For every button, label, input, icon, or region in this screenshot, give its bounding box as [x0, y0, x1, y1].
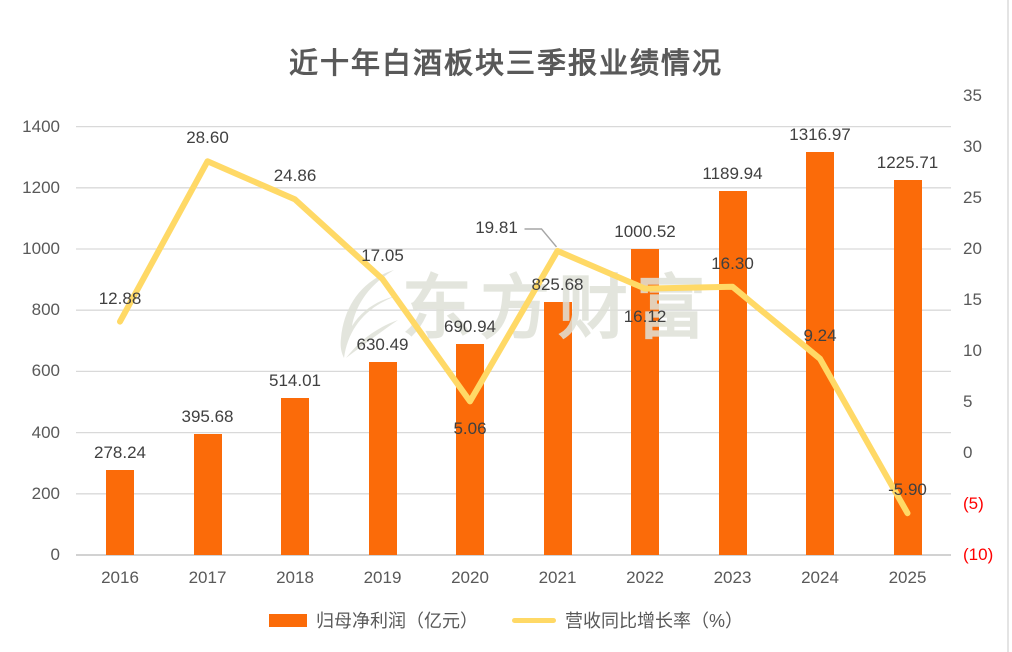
right-axis-tick-0: 0	[963, 443, 973, 462]
line-label-2019: 17.05	[361, 246, 404, 266]
bar-label-2018: 514.01	[269, 370, 321, 390]
left-axis-tick-1400: 1400	[22, 116, 60, 136]
right-axis-tick-35: 35	[963, 86, 982, 105]
left-axis-tick-1000: 1000	[22, 239, 60, 258]
right-axis-tick-15: 15	[963, 290, 982, 309]
legend: 归母净利润（亿元） 营收同比增长率（%）	[0, 607, 1012, 633]
x-axis-tick-2024: 2024	[801, 568, 839, 587]
bar-label-2021: 825.68	[531, 275, 584, 295]
callout-leader-line	[524, 228, 558, 248]
left-axis-tick-1200: 1200	[22, 177, 60, 197]
x-axis-tick-2025: 2025	[888, 568, 927, 587]
legend-item-revenue-growth: 营收同比增长率（%）	[511, 607, 743, 633]
right-axis-tick-25: 25	[963, 188, 982, 207]
right-axis-tick-5: 5	[963, 392, 973, 411]
bar-label-2023: 1189.94	[702, 163, 763, 183]
line-label-2021: 19.81	[475, 217, 518, 237]
revenue-growth-line	[117, 158, 911, 517]
bar-2020	[456, 343, 484, 555]
right-axis-tick-30: 30	[963, 137, 982, 156]
line-label-2018: 24.86	[273, 166, 317, 186]
line-label-2023: 16.30	[711, 253, 754, 273]
x-axis-tick-2019: 2019	[363, 568, 402, 587]
right-axis-tick-20: 20	[963, 239, 982, 258]
bar-2019	[368, 362, 397, 555]
x-axis-tick-2016: 2016	[101, 568, 139, 587]
x-axis-tick-2021: 2021	[538, 568, 577, 587]
bar-label-2025: 1225.71	[876, 152, 939, 172]
right-axis-tick-10: 10	[963, 341, 982, 360]
bar-label-2017: 395.68	[181, 406, 234, 426]
line-label-2025: -5.90	[888, 480, 927, 500]
x-axis-tick-2022: 2022	[626, 568, 664, 587]
bar-2016	[106, 469, 134, 555]
right-axis-tick--5: (5)	[963, 494, 984, 513]
legend-label-net-profit: 归母净利润（亿元）	[315, 611, 478, 631]
bar-label-2016: 278.24	[94, 442, 146, 462]
right-axis-tick--10: (10)	[963, 545, 994, 564]
line-label-2020: 5.06	[453, 419, 487, 439]
x-axis-tick-2023: 2023	[713, 568, 752, 587]
bar-label-2019: 630.49	[356, 335, 409, 355]
left-axis-tick-400: 400	[31, 422, 60, 442]
bar-2023	[718, 190, 747, 555]
line-label-2024: 9.24	[803, 325, 837, 345]
line-label-2016: 12.88	[98, 288, 142, 308]
bar-2018	[281, 397, 309, 555]
left-axis-tick-0: 0	[50, 545, 60, 564]
x-axis-tick-2020: 2020	[451, 568, 489, 587]
bar-2022	[631, 248, 659, 555]
bar-series-swatch	[268, 613, 307, 627]
x-axis-tick-2018: 2018	[276, 568, 314, 587]
bar-label-2020: 690.94	[444, 316, 496, 336]
left-axis-tick-200: 200	[31, 483, 60, 503]
legend-item-net-profit: 归母净利润（亿元）	[268, 607, 478, 633]
line-series-swatch	[511, 617, 556, 623]
x-axis-tick-2017: 2017	[188, 568, 227, 587]
bar-label-2024: 1316.97	[789, 125, 851, 144]
bar-2021	[543, 302, 572, 555]
bar-label-2022: 1000.52	[614, 221, 676, 241]
line-label-2017: 28.60	[186, 128, 229, 148]
window-edge-line	[1007, 0, 1009, 652]
chart-title: 近十年白酒板块三季报业绩情况	[288, 48, 723, 80]
left-axis-tick-600: 600	[31, 361, 60, 381]
legend-label-revenue-growth: 营收同比增长率（%）	[564, 611, 743, 631]
bar-2017	[193, 433, 222, 555]
line-label-2022: 16.12	[623, 306, 667, 326]
left-axis-tick-800: 800	[31, 300, 60, 320]
